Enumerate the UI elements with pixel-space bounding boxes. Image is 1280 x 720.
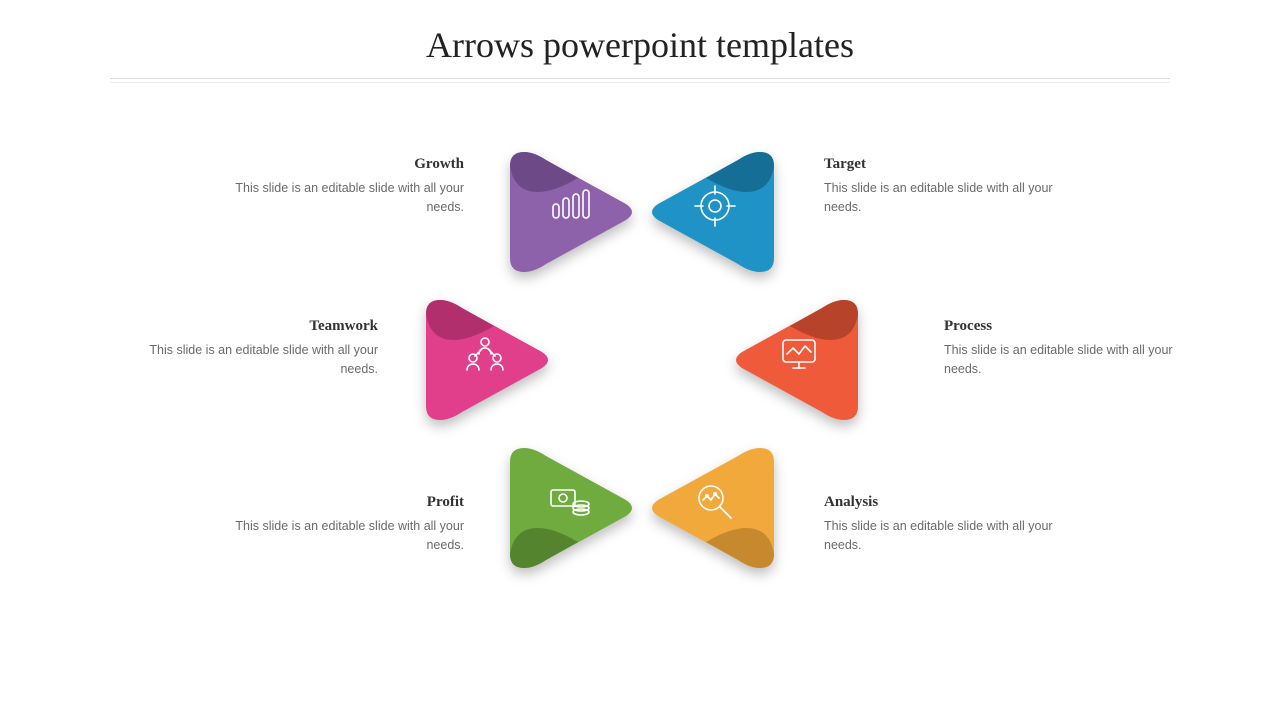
diagram-stage: Growth This slide is an editable slide wi… xyxy=(0,90,1280,710)
caption-title: Growth xyxy=(234,156,464,173)
bars-icon xyxy=(547,184,591,228)
arrow-process xyxy=(724,290,874,430)
target-icon xyxy=(693,184,737,228)
caption-profit: Profit This slide is an editable slide wi… xyxy=(234,494,464,556)
caption-title: Target xyxy=(824,156,1054,173)
monitor-icon xyxy=(777,332,821,376)
caption-growth: Growth This slide is an editable slide wi… xyxy=(234,156,464,218)
caption-process: Process This slide is an editable slide w… xyxy=(944,318,1174,380)
caption-target: Target This slide is an editable slide wi… xyxy=(824,156,1054,218)
magnify-icon xyxy=(693,480,737,524)
caption-desc: This slide is an editable slide with all… xyxy=(234,179,464,218)
arrow-teamwork xyxy=(410,290,560,430)
caption-desc: This slide is an editable slide with all… xyxy=(234,517,464,556)
team-icon xyxy=(463,332,507,376)
caption-title: Teamwork xyxy=(148,318,378,335)
divider-shadow xyxy=(110,82,1170,83)
money-icon xyxy=(547,480,591,524)
arrow-profit xyxy=(494,438,644,578)
arrow-growth xyxy=(494,142,644,282)
caption-desc: This slide is an editable slide with all… xyxy=(824,517,1054,556)
arrow-analysis xyxy=(640,438,790,578)
caption-desc: This slide is an editable slide with all… xyxy=(944,341,1174,380)
caption-title: Profit xyxy=(234,494,464,511)
caption-analysis: Analysis This slide is an editable slide … xyxy=(824,494,1054,556)
caption-title: Analysis xyxy=(824,494,1054,511)
arrow-target xyxy=(640,142,790,282)
page-title: Arrows powerpoint templates xyxy=(0,24,1280,66)
caption-title: Process xyxy=(944,318,1174,335)
divider xyxy=(110,78,1170,79)
caption-desc: This slide is an editable slide with all… xyxy=(824,179,1054,218)
caption-teamwork: Teamwork This slide is an editable slide … xyxy=(148,318,378,380)
slide: Arrows powerpoint templates Growth This s… xyxy=(0,0,1280,720)
caption-desc: This slide is an editable slide with all… xyxy=(148,341,378,380)
